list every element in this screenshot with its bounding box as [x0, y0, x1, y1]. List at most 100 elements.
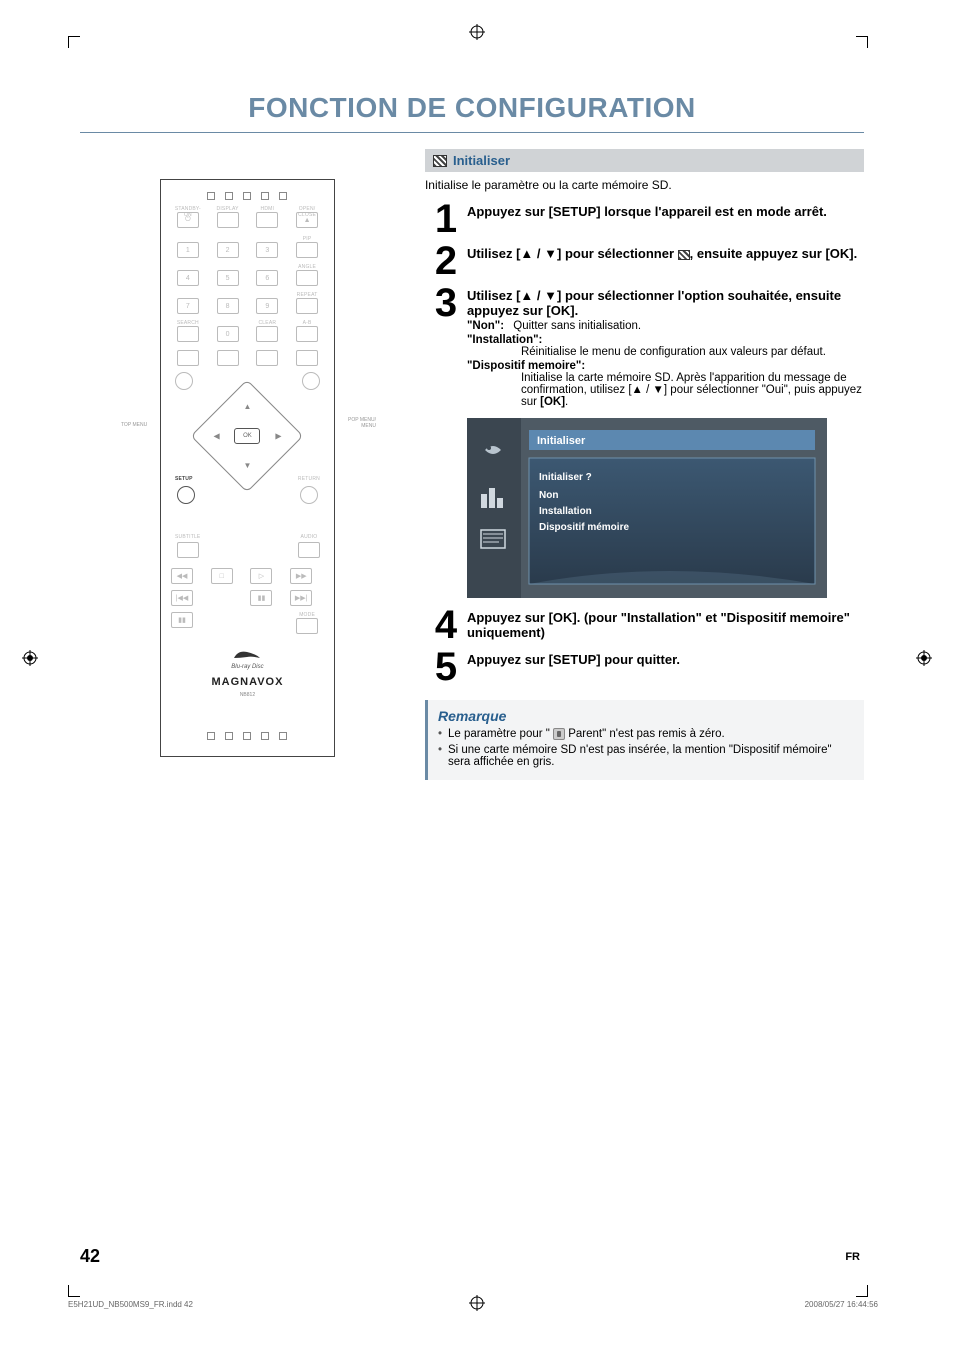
opt-key: "Installation":	[467, 334, 542, 346]
step-text: Appuyez sur [SETUP] lorsque l'appareil e…	[467, 204, 827, 219]
section-header: Initialiser	[425, 149, 864, 172]
label-topmenu: TOP MENU	[121, 422, 167, 428]
svg-text:Dispositif mémoire: Dispositif mémoire	[539, 522, 629, 533]
note-item: Le paramètre pour " Parent" n'est pas re…	[438, 728, 854, 740]
btn-stop: □	[211, 568, 233, 584]
registration-mark	[469, 24, 485, 40]
note1-before: Le paramètre pour "	[448, 728, 553, 740]
btn-subtitle	[177, 542, 199, 558]
page: FONCTION DE CONFIGURATION STANDBY-ON⏻ DI…	[80, 70, 864, 1271]
btn-pause2: ▮▮	[250, 590, 272, 606]
step-3: 3 Utilisez [▲ / ▼] pour sélectionner l'o…	[425, 286, 864, 408]
btn-ab	[296, 326, 318, 342]
svg-text:Installation: Installation	[539, 506, 592, 517]
note-box: Remarque Le paramètre pour " Parent" n'e…	[425, 700, 864, 780]
triangle-up-icon: ▲	[520, 246, 533, 261]
registration-mark	[916, 650, 932, 666]
step-1: 1 Appuyez sur [SETUP] lorsque l'appareil…	[425, 202, 864, 236]
step2-mid: /	[533, 246, 544, 261]
option-dispositif: "Dispositif memoire": Initialise la cart…	[467, 360, 864, 408]
btn-return	[300, 486, 318, 504]
svg-text:Non: Non	[539, 490, 558, 501]
step-2: 2 Utilisez [▲ / ▼] pour sélectionner , e…	[425, 244, 864, 278]
lock-icon	[553, 728, 565, 740]
btn-ff: ▶▶	[290, 568, 312, 584]
triangle-up-icon: ▲	[632, 384, 643, 396]
btn-blue	[256, 350, 278, 366]
nav-right-icon: ▶	[275, 432, 281, 441]
btn-clear	[256, 326, 278, 342]
btn-pip	[296, 242, 318, 258]
btn-rew: ◀◀	[171, 568, 193, 584]
note-title: Remarque	[438, 708, 854, 724]
svg-text:Initialiser: Initialiser	[537, 435, 586, 447]
btn-yellow	[296, 350, 318, 366]
btn-pause: ▮▮	[171, 612, 193, 628]
btn-ok: OK	[234, 428, 260, 444]
btn-6: 6	[256, 270, 278, 286]
triangle-up-icon: ▲	[520, 288, 533, 303]
label-setup: SETUP	[175, 476, 195, 482]
opt-val: Quitter sans initialisation.	[513, 320, 641, 332]
opt-val: Initialise la carte mémoire SD. Après l'…	[521, 372, 864, 408]
label-return: RETURN	[298, 476, 320, 482]
btn-9: 9	[256, 298, 278, 314]
btn-topmenu	[175, 372, 193, 390]
right-column: Initialiser Initialise le paramètre ou l…	[425, 149, 864, 780]
btn-2: 2	[217, 242, 239, 258]
option-installation: "Installation": Réinitialise le menu de …	[467, 334, 864, 358]
step2-end: , ensuite appuyez sur [OK].	[690, 246, 858, 261]
nav-up-icon: ▲	[244, 402, 252, 411]
btn-repeat	[296, 298, 318, 314]
step3-lead: Utilisez [	[467, 288, 520, 303]
initialize-icon	[433, 155, 447, 167]
brand-label: MAGNAVOX	[171, 676, 324, 688]
crop-mark	[68, 36, 80, 48]
label-popup: POP MENU/ MENU	[326, 417, 376, 429]
left-column: STANDBY-ON⏻ DISPLAY HDMI OPEN/ CLOSE▲ 1 …	[80, 149, 425, 780]
btn-1: 1	[177, 242, 199, 258]
intro-text: Initialise le paramètre ou la carte mémo…	[425, 178, 864, 192]
btn-4: 4	[177, 270, 199, 286]
title-rule	[80, 132, 864, 133]
btn-red	[177, 350, 199, 366]
disp-period: .	[565, 396, 568, 408]
step-5: 5 Appuyez sur [SETUP] pour quitter.	[425, 650, 864, 684]
triangle-down-icon: ▼	[544, 288, 557, 303]
remote-illustration: STANDBY-ON⏻ DISPLAY HDMI OPEN/ CLOSE▲ 1 …	[160, 179, 335, 757]
triangle-down-icon: ▼	[544, 246, 557, 261]
triangle-down-icon: ▼	[653, 384, 664, 396]
footer-left: E5H21UD_NB500MS9_FR.indd 42	[68, 1300, 193, 1309]
note1-after: Parent" n'est pas remis à zéro.	[565, 728, 725, 740]
page-number: 42	[80, 1246, 100, 1267]
section-label: Initialiser	[453, 153, 510, 168]
option-non: "Non": Quitter sans initialisation.	[467, 320, 864, 332]
nav-ring: OK ▲ ▼ ◀ ▶	[207, 396, 287, 476]
step-text: Appuyez sur [OK]. (pour "Installation" e…	[467, 610, 850, 640]
btn-prev: |◀◀	[171, 590, 193, 606]
btn-green	[217, 350, 239, 366]
btn-play: ▷	[250, 568, 272, 584]
label-subtitle: SUBTITLE	[175, 534, 201, 540]
btn-hdmi	[256, 212, 278, 228]
btn-8: 8	[217, 298, 239, 314]
btn-display	[217, 212, 239, 228]
btn-search	[177, 326, 199, 342]
crop-mark	[856, 36, 868, 48]
nav-down-icon: ▼	[244, 461, 252, 470]
step-number: 5	[425, 650, 467, 684]
step-number: 4	[425, 608, 467, 642]
btn-0: 0	[217, 326, 239, 342]
btn-mode	[296, 618, 318, 634]
nav-left-icon: ◀	[213, 432, 219, 441]
page-title: FONCTION DE CONFIGURATION	[80, 92, 864, 124]
label-audio: AUDIO	[301, 534, 318, 540]
btn-5: 5	[217, 270, 239, 286]
opt-key: "Dispositif memoire":	[467, 360, 585, 372]
model-label: NB812	[171, 692, 324, 698]
svg-text:Initialiser ?: Initialiser ?	[539, 472, 592, 483]
btn-open: ▲	[296, 212, 318, 228]
btn-angle	[296, 270, 318, 286]
tv-screen-illustration: Initialiser Initialiser ? Non Installati…	[467, 418, 827, 598]
step-4: 4 Appuyez sur [OK]. (pour "Installation"…	[425, 608, 864, 642]
